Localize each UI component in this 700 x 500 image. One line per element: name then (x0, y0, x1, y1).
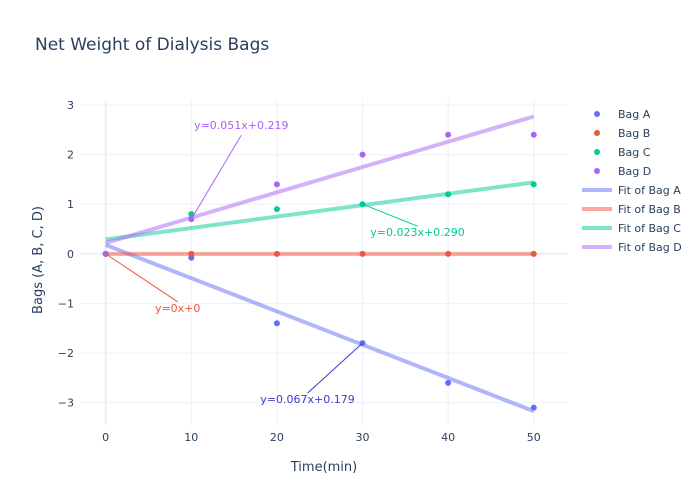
x-axis-ticks: 0 10 20 30 40 50 (102, 431, 541, 444)
y-tick-label: 1 (67, 198, 74, 211)
x-tick-label: 20 (270, 431, 284, 444)
chart-title: Net Weight of Dialysis Bags (35, 35, 269, 55)
x-tick-label: 0 (102, 431, 109, 444)
legend-label: Fit of Bag C (618, 222, 681, 235)
x-tick-label: 40 (441, 431, 455, 444)
legend-item[interactable]: Fit of Bag A (582, 184, 681, 197)
legend-item[interactable]: Bag B (594, 127, 650, 140)
x-tick-label: 50 (527, 431, 541, 444)
legend-label: Fit of Bag A (618, 184, 681, 197)
data-point (273, 250, 280, 257)
y-tick-label: −1 (58, 297, 74, 310)
data-point (359, 151, 366, 158)
data-point (530, 131, 537, 138)
legend-item[interactable]: Bag A (594, 108, 651, 121)
legend[interactable]: Bag A Bag B Bag C Bag D Fit of Bag A Fit of B… (582, 108, 682, 254)
annotation-arrow (307, 342, 363, 394)
legend-label: Fit of Bag D (618, 241, 682, 254)
y-tick-label: −2 (58, 347, 74, 360)
data-point (530, 404, 537, 411)
legend-marker (594, 130, 600, 136)
data-point (530, 181, 537, 188)
legend-marker (594, 149, 600, 155)
legend-item[interactable]: Fit of Bag D (582, 241, 682, 254)
legend-label: Bag B (618, 127, 650, 140)
data-point (188, 250, 195, 257)
y-axis-title: Bags (A, B, C, D) (31, 206, 46, 314)
x-tick-label: 10 (184, 431, 198, 444)
legend-item[interactable]: Fit of Bag B (582, 203, 681, 216)
data-point (445, 191, 452, 198)
y-tick-label: 3 (67, 99, 74, 112)
data-points (102, 131, 537, 411)
legend-marker (594, 111, 600, 117)
y-tick-label: 0 (67, 248, 74, 261)
annotations: y=0.051x+0.219 y=0x+0 y=0.023x+0.290 y=0.06… (105, 119, 465, 406)
legend-label: Bag C (618, 146, 651, 159)
legend-label: Bag A (618, 108, 651, 121)
legend-item[interactable]: Bag D (594, 165, 651, 178)
data-point (273, 181, 280, 188)
annotation-label: y=0.051x+0.219 (194, 119, 288, 132)
data-point (273, 320, 280, 327)
y-axis-ticks: −3 −2 −1 0 1 2 3 (58, 99, 74, 410)
annotation-arrow (105, 253, 178, 303)
fit-lines (104, 114, 535, 414)
data-point (530, 250, 537, 257)
legend-label: Bag D (618, 165, 651, 178)
data-point (445, 379, 452, 386)
data-point (273, 206, 280, 213)
x-axis-title: Time(min) (290, 460, 357, 475)
annotation-label: y=0x+0 (155, 302, 200, 315)
legend-label: Fit of Bag B (618, 203, 681, 216)
y-tick-label: −3 (58, 397, 74, 410)
data-point (102, 250, 109, 257)
legend-item[interactable]: Bag C (594, 146, 651, 159)
fit-line (104, 243, 535, 414)
x-tick-label: 30 (356, 431, 370, 444)
legend-item[interactable]: Fit of Bag C (582, 222, 681, 235)
fit-line (105, 180, 535, 242)
legend-marker (594, 168, 600, 174)
annotation-arrow (190, 134, 242, 220)
annotation-label: y=0.023x+0.290 (370, 226, 464, 239)
data-point (445, 250, 452, 257)
annotation-arrow (362, 203, 418, 227)
annotation-label: y=0.067x+0.179 (260, 393, 354, 406)
y-tick-label: 2 (67, 149, 74, 162)
data-point (359, 250, 366, 257)
data-point (445, 131, 452, 138)
fit-line (105, 114, 535, 245)
